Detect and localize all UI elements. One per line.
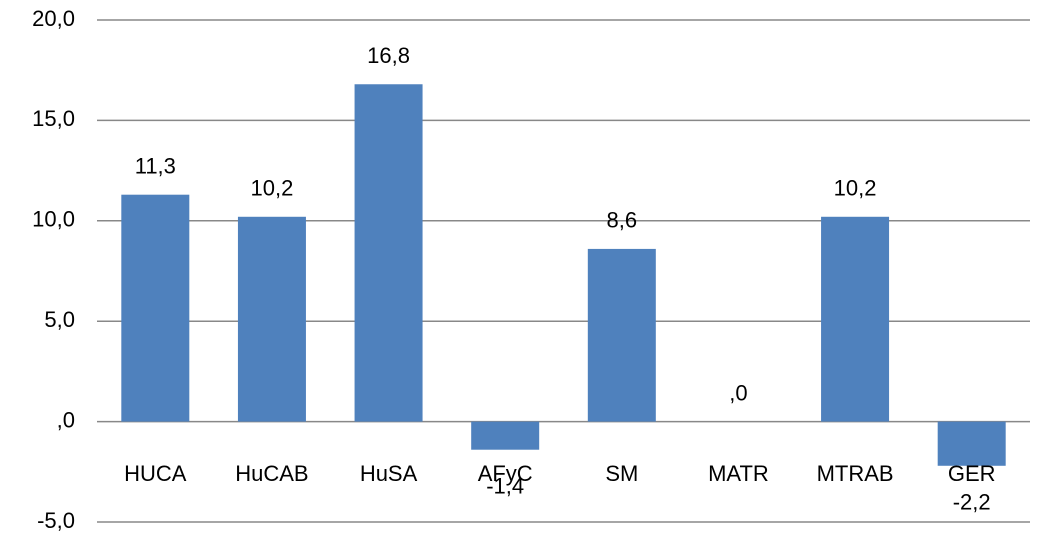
bar bbox=[471, 421, 540, 450]
bar bbox=[587, 248, 656, 422]
x-tick-label: SM bbox=[605, 461, 638, 486]
value-label: 10,2 bbox=[251, 176, 294, 201]
y-tick-label: 20,0 bbox=[32, 6, 75, 31]
y-tick-label: 10,0 bbox=[32, 207, 75, 232]
bar bbox=[354, 84, 423, 422]
x-tick-label: AFyC bbox=[478, 461, 533, 486]
y-tick-label: 15,0 bbox=[32, 106, 75, 131]
x-tick-label: MATR bbox=[708, 461, 769, 486]
value-label: -2,2 bbox=[953, 490, 991, 515]
x-tick-label: HuCAB bbox=[235, 461, 308, 486]
value-label: 11,3 bbox=[135, 154, 176, 179]
bar bbox=[237, 216, 306, 422]
value-label: ,0 bbox=[729, 380, 747, 405]
bar bbox=[121, 194, 190, 422]
bar bbox=[937, 421, 1006, 466]
x-tick-label: GER bbox=[948, 461, 996, 486]
value-label: 8,6 bbox=[607, 208, 638, 233]
x-tick-label: HuSA bbox=[360, 461, 418, 486]
y-tick-label: ,0 bbox=[57, 407, 75, 432]
value-label: 10,2 bbox=[834, 176, 877, 201]
value-label: 16,8 bbox=[367, 43, 410, 68]
x-tick-label: HUCA bbox=[124, 461, 187, 486]
bar bbox=[821, 216, 890, 422]
x-tick-label: MTRAB bbox=[817, 461, 894, 486]
value-label: -1,4 bbox=[486, 474, 524, 499]
y-tick-label: 5,0 bbox=[44, 307, 75, 332]
y-tick-label: -5,0 bbox=[37, 508, 75, 533]
